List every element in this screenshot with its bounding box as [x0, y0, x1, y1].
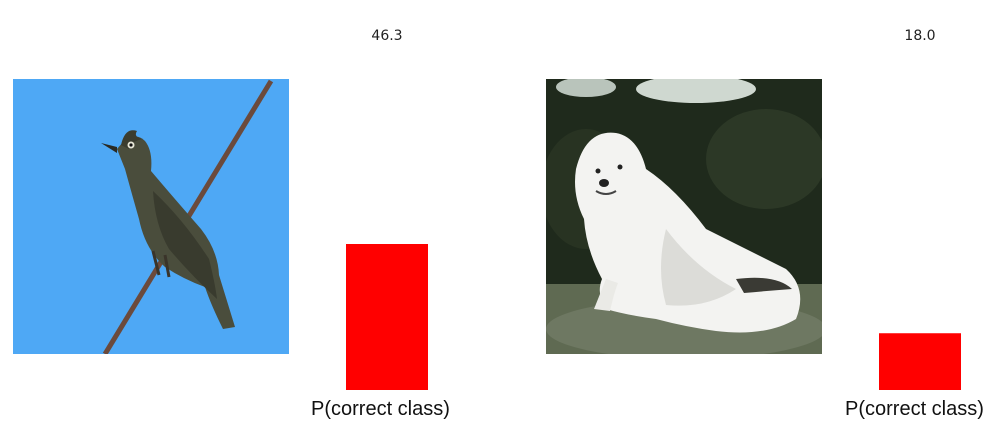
value-label: 18.0	[904, 28, 935, 44]
bird-photo	[13, 79, 289, 354]
bar-chart-dog: 18.0	[879, 28, 961, 390]
x-axis-label: P(correct class)	[311, 398, 450, 420]
dog-photo	[546, 79, 822, 354]
x-axis-label: P(correct class)	[845, 398, 984, 420]
bar	[879, 333, 961, 390]
bar	[346, 244, 428, 390]
panel-bird: 46.3 P(correct class)	[0, 0, 500, 440]
value-label: 46.3	[371, 28, 402, 44]
bar-chart-bird: 46.3	[346, 28, 428, 390]
panel-dog: 18.0 P(correct class)	[500, 0, 1002, 440]
